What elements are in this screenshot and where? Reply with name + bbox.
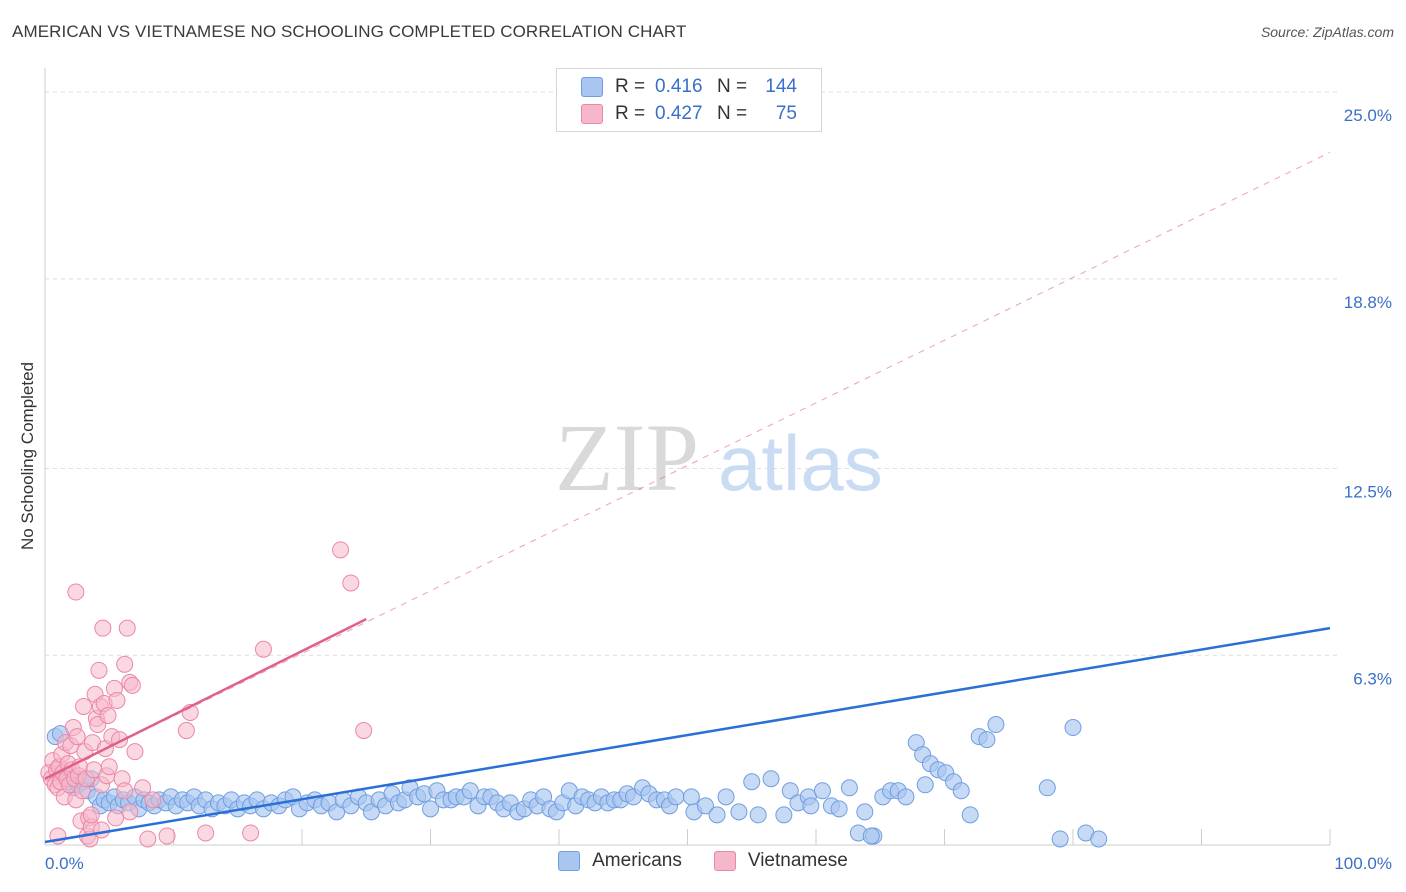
legend-n-label: N =: [717, 76, 748, 97]
vietnamese-point: [342, 574, 360, 592]
american-point: [916, 776, 934, 794]
vietnamese-point: [75, 697, 93, 715]
source-label: Source: ZipAtlas.com: [1260, 24, 1394, 40]
vietnamese-point: [94, 619, 112, 637]
vietnamese-point: [100, 758, 118, 776]
american-point: [1090, 830, 1108, 848]
american-point: [762, 770, 780, 788]
american-point: [1038, 779, 1056, 797]
american-point: [749, 806, 767, 824]
watermark-zip: ZIP: [555, 404, 699, 511]
vietnamese-point: [134, 779, 152, 797]
legend-swatch-americans: [558, 851, 581, 871]
vietnamese-point: [158, 827, 176, 845]
american-point: [830, 800, 848, 818]
american-point: [897, 788, 915, 806]
american-point: [730, 803, 748, 821]
legend-label-vietnamese: Vietnamese: [747, 850, 848, 871]
legend-row-americans: R = 0.416 N = 144: [581, 74, 797, 100]
series-legend: Americans Vietnamese: [0, 850, 1406, 872]
axes: [44, 68, 1331, 846]
vietnamese-points: [40, 541, 373, 848]
american-point: [708, 806, 726, 824]
legend-item-vietnamese[interactable]: Vietnamese: [713, 850, 848, 872]
vietnamese-point: [116, 655, 134, 673]
american-point: [717, 788, 735, 806]
vietnamese-point: [123, 676, 141, 694]
vietnamese-point: [107, 809, 125, 827]
american-point: [987, 716, 1005, 734]
american-point: [802, 797, 820, 815]
american-point: [856, 803, 874, 821]
legend-n-value: 75: [775, 103, 797, 124]
american-point: [1064, 719, 1082, 737]
american-point: [813, 782, 831, 800]
vietnamese-trend-line: [44, 618, 367, 780]
vietnamese-point: [242, 824, 260, 842]
y-tick-label: 25.0%: [1344, 106, 1392, 125]
american-point: [862, 827, 880, 845]
legend-swatch-americans: [581, 77, 603, 97]
american-point: [978, 731, 996, 749]
american-point: [696, 797, 714, 815]
watermark-atlas: atlas: [718, 419, 883, 507]
vietnamese-point: [197, 824, 215, 842]
vietnamese-point: [116, 782, 134, 800]
y-tick-label: 12.5%: [1344, 483, 1392, 502]
american-point: [952, 782, 970, 800]
legend-r-label: R =: [615, 103, 646, 124]
vietnamese-point: [90, 661, 108, 679]
vietnamese-point: [99, 707, 117, 724]
legend-r-value: 0.427: [655, 103, 703, 124]
vietnamese-point: [82, 806, 100, 824]
vietnamese-point: [332, 541, 350, 559]
american-point: [682, 788, 700, 806]
vietnamese-trend-extension: [44, 151, 1331, 780]
american-point: [961, 806, 979, 824]
trend-lines: [44, 151, 1331, 844]
y-tick-label: 6.3%: [1353, 669, 1392, 688]
legend-r-label: R =: [615, 76, 646, 97]
vietnamese-point: [67, 583, 85, 601]
legend-n-label: N =: [717, 103, 748, 124]
tick-labels: 6.3% 12.5% 18.8% 25.0% 0.0% 100.0%: [45, 106, 1392, 873]
american-point: [422, 800, 439, 818]
vietnamese-point: [254, 640, 272, 658]
vietnamese-point: [121, 803, 139, 821]
x-tick-label-min: 0.0%: [45, 854, 84, 873]
y-tick-label: 18.8%: [1344, 293, 1392, 312]
legend-r-value: 0.416: [655, 76, 703, 97]
vietnamese-point: [118, 619, 136, 637]
american-point: [362, 803, 380, 821]
vietnamese-point: [139, 830, 157, 848]
american-point: [743, 773, 761, 791]
vietnamese-point: [126, 743, 144, 761]
legend-swatch-vietnamese: [581, 104, 603, 124]
vietnamese-point: [68, 728, 86, 746]
correlation-legend: R = 0.416 N = 144 R = 0.427 N = 75: [556, 68, 822, 132]
americans-trend-line: [44, 626, 1331, 844]
legend-swatch-vietnamese: [713, 851, 736, 871]
vietnamese-point: [355, 722, 373, 740]
legend-item-americans[interactable]: Americans: [558, 850, 682, 872]
legend-row-vietnamese: R = 0.427 N = 75: [581, 101, 797, 127]
vietnamese-point: [177, 722, 195, 740]
american-point: [667, 788, 685, 806]
x-tick-label-max: 100.0%: [1334, 854, 1392, 873]
legend-n-value: 144: [765, 76, 797, 97]
american-point: [840, 779, 858, 797]
vietnamese-point: [93, 821, 111, 839]
legend-label-americans: Americans: [592, 850, 682, 871]
american-point: [1051, 830, 1069, 848]
american-point: [781, 782, 799, 800]
vietnamese-point: [108, 691, 126, 709]
chart-title: AMERICAN VS VIETNAMESE NO SCHOOLING COMP…: [12, 22, 687, 41]
grid-lines: [45, 91, 1340, 656]
american-point: [461, 782, 479, 800]
vietnamese-point: [144, 791, 162, 809]
american-point: [775, 806, 793, 824]
